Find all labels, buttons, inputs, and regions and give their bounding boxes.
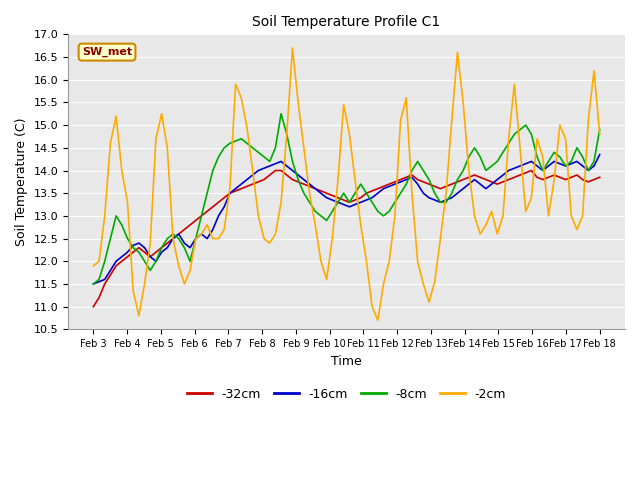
Title: Soil Temperature Profile C1: Soil Temperature Profile C1 [252, 15, 440, 29]
Y-axis label: Soil Temperature (C): Soil Temperature (C) [15, 118, 28, 246]
X-axis label: Time: Time [331, 355, 362, 368]
Legend: -32cm, -16cm, -8cm, -2cm: -32cm, -16cm, -8cm, -2cm [182, 383, 511, 406]
Text: SW_met: SW_met [82, 47, 132, 57]
